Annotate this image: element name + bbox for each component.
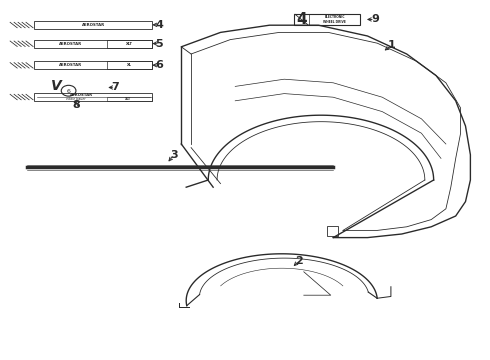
Bar xyxy=(327,226,338,236)
Text: XLT: XLT xyxy=(125,97,131,101)
Bar xyxy=(107,40,152,48)
Text: V: V xyxy=(51,79,62,93)
Text: AEROSTAR: AEROSTAR xyxy=(59,41,82,46)
Text: 6: 6 xyxy=(67,89,71,94)
Text: XLT: XLT xyxy=(126,41,133,46)
Text: 8: 8 xyxy=(72,100,80,111)
Bar xyxy=(34,21,152,29)
Text: 7: 7 xyxy=(111,82,119,93)
Bar xyxy=(34,93,152,101)
Text: 1: 1 xyxy=(388,40,396,50)
Bar xyxy=(294,14,360,25)
Text: 3: 3 xyxy=(170,150,178,160)
Bar xyxy=(107,97,152,101)
Bar xyxy=(107,61,152,69)
Text: AEROSTAR: AEROSTAR xyxy=(70,93,93,97)
Text: AEROSTAR: AEROSTAR xyxy=(81,23,105,27)
Text: 2: 2 xyxy=(295,256,303,266)
Text: AEROSTAR: AEROSTAR xyxy=(59,63,82,67)
Bar xyxy=(34,40,152,48)
Text: 9: 9 xyxy=(371,14,379,24)
Text: 4: 4 xyxy=(155,20,163,30)
Text: XL: XL xyxy=(127,63,132,67)
Text: eddie bauer: eddie bauer xyxy=(66,97,85,101)
Text: 6: 6 xyxy=(155,60,163,70)
Text: 5: 5 xyxy=(155,39,163,49)
Text: ELECTRONIC: ELECTRONIC xyxy=(324,15,345,19)
Bar xyxy=(34,61,152,69)
Text: 4: 4 xyxy=(296,12,307,27)
Text: WHEEL DRIVE: WHEEL DRIVE xyxy=(323,20,346,24)
